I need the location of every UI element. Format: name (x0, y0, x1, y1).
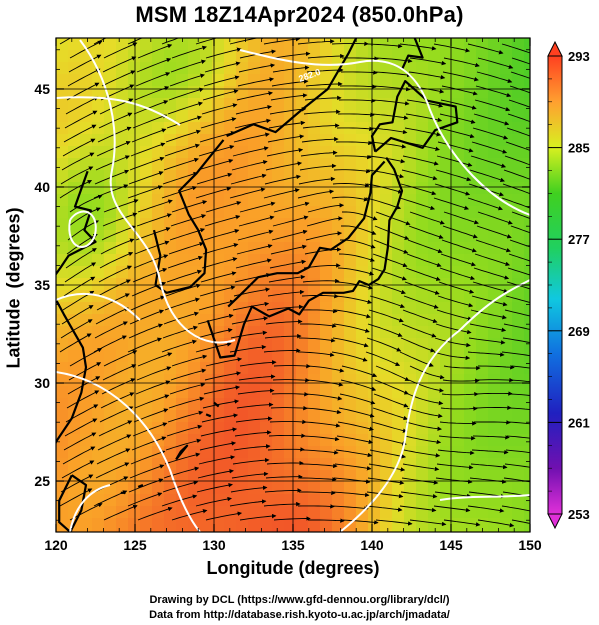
x-tick-label: 120 (44, 537, 68, 553)
colorbar-bottom-arrow (547, 513, 563, 530)
credit-data: Data from http://database.rish.kyoto-u.a… (149, 609, 450, 621)
streamlines (59, 38, 530, 528)
colorbar-label: 285 (568, 141, 590, 156)
colorbar-label: 253 (568, 507, 590, 522)
chart-title: MSM 18Z14Apr2024 (850.0hPa) (135, 2, 464, 27)
x-axis-label: Longitude (degrees) (206, 558, 380, 578)
credit-drawing: Drawing by DCL (https://www.gfd-dennou.o… (149, 594, 450, 606)
y-tick-label: 40 (34, 179, 50, 195)
x-tick-label: 145 (439, 537, 463, 553)
colorbar-label: 261 (568, 415, 590, 430)
colorbar-label: 269 (568, 324, 590, 339)
x-tick-label: 135 (281, 537, 305, 553)
x-tick-label: 150 (518, 537, 542, 553)
colorbar-label: 293 (568, 49, 590, 64)
colorbar-top-arrow (547, 40, 563, 57)
y-axis-label: Latitude (degrees) (3, 207, 24, 369)
x-tick-label: 125 (123, 537, 147, 553)
y-tick-label: 30 (34, 375, 50, 391)
colorbar-label: 277 (568, 232, 590, 247)
contour-lines (56, 39, 530, 532)
colorbar: 293 285 277 269 261 253 (547, 40, 590, 530)
y-tick-label: 25 (34, 473, 50, 489)
grid-lines (56, 38, 530, 532)
y-tick-label: 45 (34, 81, 50, 97)
x-tick-label: 140 (360, 537, 384, 553)
axes: 120 125 130 135 140 145 150 25 30 35 40 45 (34, 38, 542, 553)
x-tick-label: 130 (202, 537, 226, 553)
y-tick-label: 35 (34, 277, 50, 293)
